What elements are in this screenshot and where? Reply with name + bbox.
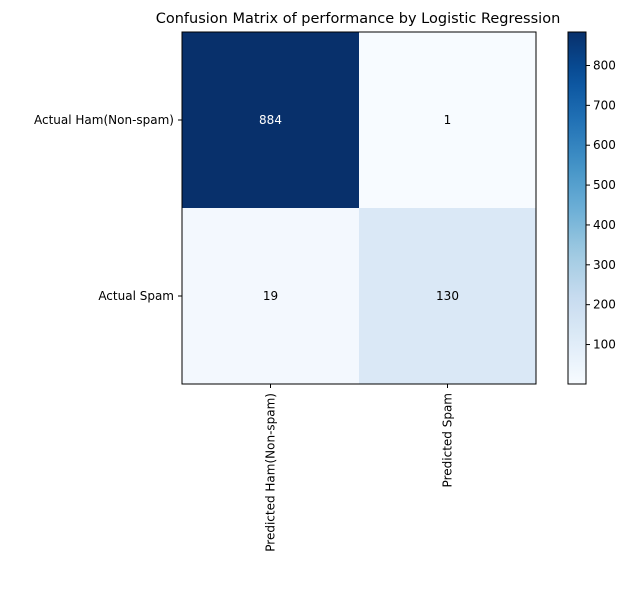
colorbar-tick-label: 500	[593, 178, 616, 192]
y-tick-label: Actual Spam	[98, 289, 174, 303]
cell-value-label: 130	[436, 289, 459, 303]
colorbar-gradient	[568, 32, 586, 384]
heatmap-cell	[359, 32, 537, 209]
heatmap-cell	[182, 208, 360, 385]
heatmap-cells	[182, 32, 537, 385]
cell-value-labels: 884 1 19 130	[259, 113, 459, 303]
cell-value-label: 884	[259, 113, 282, 127]
colorbar-frame	[567, 31, 587, 385]
heatmap-cell	[182, 32, 360, 209]
colorbar: 100 200 300 400 500 600 700 800	[567, 31, 616, 385]
colorbar-tick-label: 600	[593, 138, 616, 152]
x-tick-label: Predicted Ham(Non-spam)	[264, 393, 278, 552]
colorbar-tick-label: 800	[593, 58, 616, 72]
colorbar-tick-label: 200	[593, 298, 616, 312]
chart-title: Confusion Matrix of performance by Logis…	[156, 11, 561, 27]
cell-value-label: 19	[263, 289, 278, 303]
colorbar-tick-label: 300	[593, 258, 616, 272]
y-tick-label: Actual Ham(Non-spam)	[34, 113, 174, 127]
x-tick-label: Predicted Spam	[441, 393, 455, 487]
x-axis: Predicted Ham(Non-spam) Predicted Spam	[264, 384, 455, 552]
cell-value-label: 1	[444, 113, 452, 127]
heatmap-cell	[359, 208, 537, 385]
colorbar-tick-label: 400	[593, 218, 616, 232]
colorbar-tick-label: 100	[593, 338, 616, 352]
y-axis: Actual Ham(Non-spam) Actual Spam	[34, 113, 182, 303]
colorbar-tick-label: 700	[593, 98, 616, 112]
plot-frame	[181, 31, 537, 385]
